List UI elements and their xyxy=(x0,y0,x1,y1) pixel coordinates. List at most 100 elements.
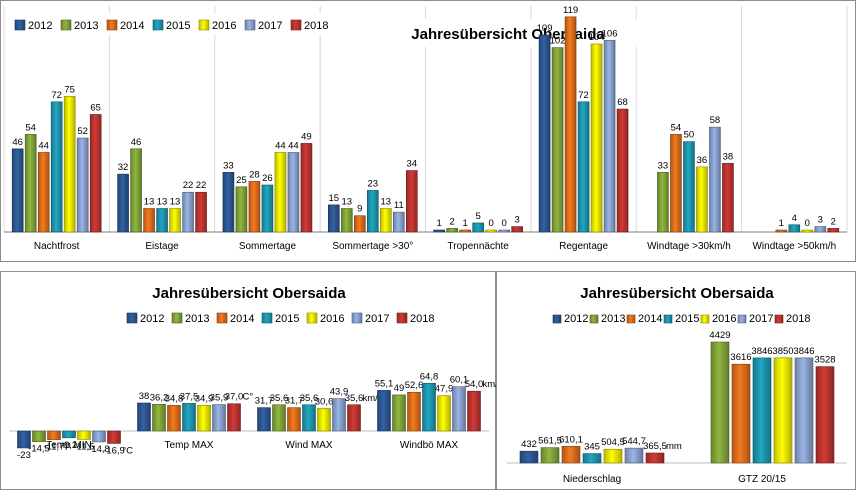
legend-swatch xyxy=(774,314,784,324)
bar xyxy=(788,224,801,233)
category-label: Windtage >30km/h xyxy=(647,241,731,252)
data-label: 35,6 xyxy=(300,393,319,404)
bar xyxy=(603,448,623,464)
bar xyxy=(645,452,665,464)
bar xyxy=(328,204,340,233)
data-label: 33 xyxy=(658,160,669,171)
bar xyxy=(261,184,274,233)
bar xyxy=(167,405,181,432)
legend-label: 2014 xyxy=(638,313,662,325)
bar xyxy=(437,395,451,432)
bar xyxy=(710,341,730,464)
data-label: 64,8 xyxy=(420,371,439,382)
unit-label: km/h xyxy=(483,379,504,390)
data-label: 5 xyxy=(476,211,481,222)
bar xyxy=(11,148,24,233)
legend-swatch xyxy=(552,314,562,324)
legend-swatch xyxy=(306,312,318,324)
bar xyxy=(89,114,102,233)
legend-swatch xyxy=(351,312,363,324)
data-label: 54 xyxy=(25,122,36,133)
data-label: 365,5 xyxy=(643,441,667,452)
bar xyxy=(117,173,129,233)
data-label: 49 xyxy=(394,383,405,394)
category-label: GTZ 20/15 xyxy=(738,474,786,485)
data-label: 35,6 xyxy=(270,393,289,404)
bar xyxy=(137,402,151,432)
bar xyxy=(696,166,708,233)
data-label: 55,1 xyxy=(375,378,394,389)
category-label: Sommertage xyxy=(239,241,297,252)
bar xyxy=(406,170,418,233)
chart-top: 2012 2013 2014 2015 2016 2017 2018 Jahresübersi… xyxy=(3,5,848,252)
bar xyxy=(341,208,353,233)
bar xyxy=(274,152,287,233)
bar xyxy=(76,137,89,233)
unit-label: mm xyxy=(666,441,682,452)
data-label: 106 xyxy=(602,28,618,39)
data-label: 28 xyxy=(249,169,260,180)
legend-label: 2018 xyxy=(410,313,434,325)
legend-swatch xyxy=(14,19,26,31)
bar xyxy=(561,446,581,464)
legend-swatch xyxy=(290,19,302,31)
legend-label: 2015 xyxy=(675,313,699,325)
chart-panel-top: 2012 2013 2014 2015 2016 2017 2018 Jahresübersi… xyxy=(0,0,856,262)
data-label: 22 xyxy=(196,180,207,191)
data-label: 3528 xyxy=(814,355,835,366)
bar xyxy=(380,208,392,233)
unit-label: km/h xyxy=(363,393,384,404)
bar xyxy=(815,366,835,464)
data-label: -16,9 xyxy=(103,445,125,456)
data-label: 3846 xyxy=(751,346,772,357)
data-label: 3850 xyxy=(772,346,793,357)
data-label: -14,5 xyxy=(28,444,50,455)
bar xyxy=(775,229,788,233)
bar xyxy=(752,357,772,464)
bar xyxy=(801,229,814,233)
bar xyxy=(37,152,50,233)
bar xyxy=(143,208,155,233)
category-label: Nachtfrost xyxy=(34,241,80,252)
chart-title: Jahresübersicht Obersaida xyxy=(152,285,346,302)
data-label: 36 xyxy=(697,155,708,166)
legend-swatch xyxy=(700,314,710,324)
bar xyxy=(511,226,523,233)
category-label: Tropennächte xyxy=(448,241,510,252)
bar xyxy=(257,407,271,432)
data-label: 33 xyxy=(223,160,234,171)
legend-label: 2016 xyxy=(212,20,236,32)
data-label: 15 xyxy=(329,193,340,204)
legend-swatch xyxy=(663,314,673,324)
bar xyxy=(302,404,316,432)
data-label: 46 xyxy=(12,137,23,148)
data-label: 47,9 xyxy=(435,384,454,395)
bar xyxy=(62,430,76,439)
legend-label: 2014 xyxy=(120,20,144,32)
bar xyxy=(235,186,248,233)
bar xyxy=(107,430,121,444)
legend-label: 2015 xyxy=(275,313,299,325)
data-label: 43,9 xyxy=(330,387,349,398)
bar xyxy=(287,407,301,432)
data-label: 65 xyxy=(90,102,101,113)
data-label: 504,5 xyxy=(601,437,625,448)
legend-label: 2017 xyxy=(258,20,282,32)
bar xyxy=(624,447,644,464)
data-label: 50 xyxy=(684,130,695,141)
bar xyxy=(24,134,37,233)
data-label: -9,2 xyxy=(61,440,77,451)
chart-panel-bottom-left: Jahresübersicht Obersaida 2012 2013 2014 201… xyxy=(0,271,503,490)
bar xyxy=(227,403,241,432)
bar xyxy=(392,394,406,432)
data-label: 44 xyxy=(288,140,299,151)
legend-label: 2014 xyxy=(230,313,254,325)
bar xyxy=(169,208,181,233)
bar xyxy=(683,141,695,233)
data-label: 38 xyxy=(139,391,150,402)
data-label: 1 xyxy=(463,218,468,229)
data-label: 11 xyxy=(394,200,404,211)
data-label: 9 xyxy=(357,204,362,215)
bar xyxy=(551,47,564,233)
bar xyxy=(32,430,46,442)
